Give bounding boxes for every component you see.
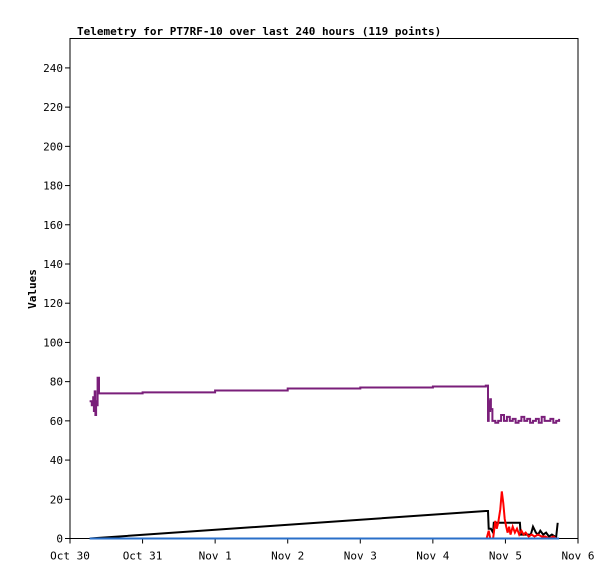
y-tick-label: 40 bbox=[50, 454, 63, 467]
y-axis-label: Values bbox=[26, 269, 39, 309]
series-layer bbox=[89, 376, 561, 540]
plot-frame bbox=[69, 38, 579, 539]
y-tick-label: 160 bbox=[43, 219, 63, 232]
y-axis: 0 20 40 60 80 100 120 140 160 180 200 220 240 bbox=[43, 62, 70, 546]
y-tick-label: 80 bbox=[50, 376, 63, 389]
x-tick-label: Nov 4 bbox=[416, 550, 449, 563]
y-tick-label: 240 bbox=[43, 62, 63, 75]
y-tick-label: 60 bbox=[50, 415, 63, 428]
y-tick-label: 140 bbox=[43, 258, 63, 271]
x-tick-label: Oct 31 bbox=[123, 550, 163, 563]
x-tick-label: Nov 3 bbox=[344, 550, 377, 563]
x-tick-label: Nov 6 bbox=[561, 550, 594, 563]
y-tick-label: 120 bbox=[43, 297, 63, 310]
chart-title: Telemetry for PT7RF-10 over last 240 hou… bbox=[77, 25, 441, 38]
y-tick-label: 200 bbox=[43, 140, 63, 153]
y-tick-label: 180 bbox=[43, 180, 63, 193]
y-tick-label: 100 bbox=[43, 336, 63, 349]
x-tick-label: Nov 1 bbox=[199, 550, 232, 563]
x-tick-label: Nov 5 bbox=[489, 550, 522, 563]
y-tick-label: 20 bbox=[50, 493, 63, 506]
series-line-3 bbox=[485, 491, 557, 540]
series-line-1 bbox=[89, 376, 561, 424]
series-line-2 bbox=[89, 510, 559, 540]
x-tick-label: Nov 2 bbox=[271, 550, 304, 563]
y-tick-label: 220 bbox=[43, 101, 63, 114]
x-tick-label: Oct 30 bbox=[50, 550, 90, 563]
y-tick-label: 0 bbox=[56, 533, 63, 546]
x-axis: Oct 30 Oct 31 Nov 1 Nov 2 Nov 3 Nov 4 Nov 5 Nov… bbox=[50, 538, 595, 563]
